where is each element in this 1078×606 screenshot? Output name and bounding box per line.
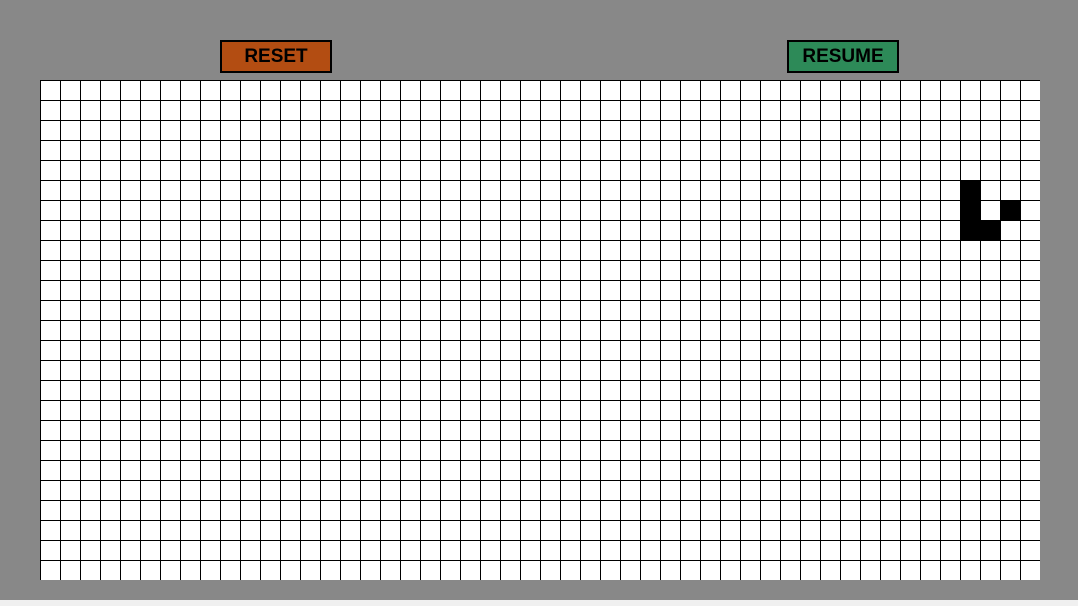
live-cell[interactable] [980, 220, 1000, 240]
live-cell[interactable] [960, 200, 980, 220]
live-cell[interactable] [960, 180, 980, 200]
resume-button[interactable]: RESUME [787, 40, 899, 73]
live-cell[interactable] [1000, 200, 1020, 220]
reset-button[interactable]: RESET [220, 40, 332, 73]
life-grid[interactable] [40, 80, 1040, 580]
live-cell[interactable] [960, 220, 980, 240]
